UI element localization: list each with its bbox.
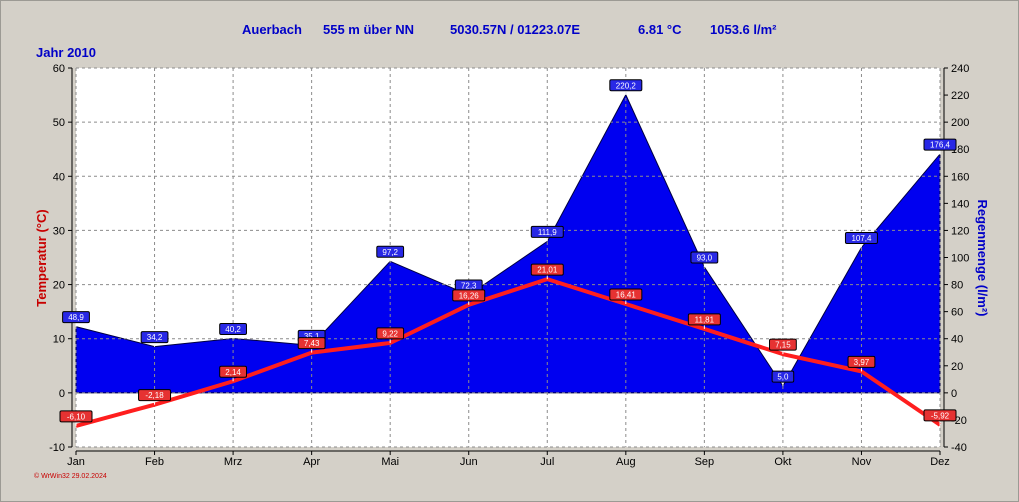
copyright-note: © WrWin32 29.02.2024: [34, 473, 107, 480]
y-tick-label-right: 200: [951, 117, 969, 129]
y-tick-label-right: 140: [951, 198, 969, 210]
y-tick-label-right: 20: [951, 361, 963, 373]
y-tick-label-right: -40: [951, 442, 967, 454]
rain-series: [75, 93, 941, 394]
rain-label-box: [62, 311, 90, 324]
y-tick-label-left: 50: [53, 117, 65, 129]
temperature-label: -5,92: [931, 411, 950, 420]
y-tick-label-left: 0: [59, 388, 65, 400]
temperature-label-box: [687, 313, 721, 326]
temperature-label-box: [297, 337, 326, 350]
station-altitude: 555 m über NN: [323, 22, 415, 37]
rain-label-box: [376, 245, 405, 258]
rain-label-box: [140, 331, 169, 344]
x-tick-label: Mrz: [224, 456, 242, 468]
grid: [75, 67, 941, 448]
y-tick-label-right: 240: [951, 63, 969, 75]
y-tick-label-left: 20: [53, 280, 65, 292]
temperature-label: -6,10: [67, 412, 86, 421]
temperature-label: -2,18: [145, 391, 164, 400]
rain-label: 220,2: [616, 81, 637, 90]
temperature-label-box: [530, 263, 564, 276]
rain-label: 111,9: [538, 228, 557, 237]
temperature-label-box: [847, 355, 876, 368]
x-tick-label: Jul: [540, 456, 554, 468]
y-tick-label-right: 220: [951, 90, 969, 102]
data-labels: 48,9 34,2 40,2 35,1 97,2 72,3 111,9 220,2 93,0 5,…: [59, 79, 957, 426]
rain-label: 34,2: [147, 333, 163, 342]
temperature-label: 2,14: [225, 368, 241, 377]
rain-label: 93,0: [697, 253, 713, 262]
temperature-label: 16,41: [616, 291, 637, 300]
y-tick-label-right: 40: [951, 334, 963, 346]
x-tick-label: Dez: [930, 456, 950, 468]
temperature-label: 9,22: [382, 329, 398, 338]
rain-label-box: [771, 370, 795, 383]
temperature-label-box: [609, 288, 643, 301]
rain-label: 107,4: [851, 234, 872, 243]
temperature-label: 16,26: [459, 291, 480, 300]
y-tick-label-left: 10: [53, 334, 65, 346]
x-tick-label: Jan: [67, 456, 85, 468]
axes: -100102030405060-40-20020406080100120140…: [49, 63, 969, 468]
rain-label: 72,3: [461, 281, 477, 290]
rain-label-box: [923, 138, 957, 151]
y-tick-label-left: -10: [49, 442, 65, 454]
temperature-series: [75, 277, 942, 428]
x-tick-label: Okt: [774, 456, 791, 468]
x-tick-label: Mai: [381, 456, 399, 468]
rain-label: 35,1: [304, 332, 320, 341]
rain-label-box: [219, 322, 247, 335]
y-tick-label-right: 100: [951, 253, 969, 265]
temperature-label-box: [376, 327, 405, 340]
rain-label: 97,2: [382, 248, 398, 257]
x-tick-label: Nov: [852, 456, 872, 468]
temperature-label-box: [923, 409, 957, 422]
y-axis-label-right: Regenmenge (l/m²): [975, 199, 990, 316]
station-coordinates: 5030.57N / 01223.07E: [450, 22, 581, 37]
rain-area: [75, 93, 941, 394]
rain-label-box: [844, 231, 878, 244]
temperature-label: 11,81: [695, 315, 715, 324]
rain-label: 40,2: [225, 325, 241, 334]
x-tick-label: Apr: [303, 456, 320, 468]
rain-label-box: [530, 225, 564, 238]
x-tick-label: Feb: [145, 456, 164, 468]
x-tick-label: Jun: [460, 456, 478, 468]
temperature-label-box: [769, 338, 797, 351]
y-tick-label-left: 30: [53, 225, 65, 237]
temperature-label-box: [138, 389, 172, 402]
temperature-label-box: [59, 410, 93, 423]
mean-temperature: 6.81 °C: [638, 22, 682, 37]
y-tick-label-right: 160: [951, 171, 969, 183]
x-tick-label: Aug: [616, 456, 636, 468]
y-tick-label-left: 40: [53, 171, 65, 183]
x-tick-label: Sep: [695, 456, 715, 468]
year-label: Jahr 2010: [36, 45, 96, 60]
rain-label: 176,4: [930, 141, 951, 150]
rain-label-box: [690, 251, 719, 264]
temperature-label: 7,43: [304, 339, 320, 348]
temperature-label: 7,15: [775, 341, 791, 350]
y-tick-label-right: 60: [951, 307, 963, 319]
temperature-label: 21,01: [537, 266, 558, 275]
station-name: Auerbach: [242, 22, 302, 37]
y-tick-label-right: 120: [951, 225, 969, 237]
temperature-label-box: [219, 365, 247, 378]
temperature-line: [75, 277, 942, 428]
temperature-label-box: [452, 289, 486, 302]
total-rainfall: 1053.6 l/m²: [710, 22, 777, 37]
rain-label: 5,0: [777, 373, 789, 382]
temperature-label: 3,97: [854, 358, 870, 367]
rain-label-box: [609, 79, 643, 92]
y-axis-label-left: Temperatur (°C): [34, 209, 49, 306]
y-tick-label-right: 80: [951, 280, 963, 292]
rain-label: 48,9: [68, 313, 84, 322]
y-tick-label-right: 0: [951, 388, 957, 400]
y-tick-label-left: 60: [53, 63, 65, 75]
